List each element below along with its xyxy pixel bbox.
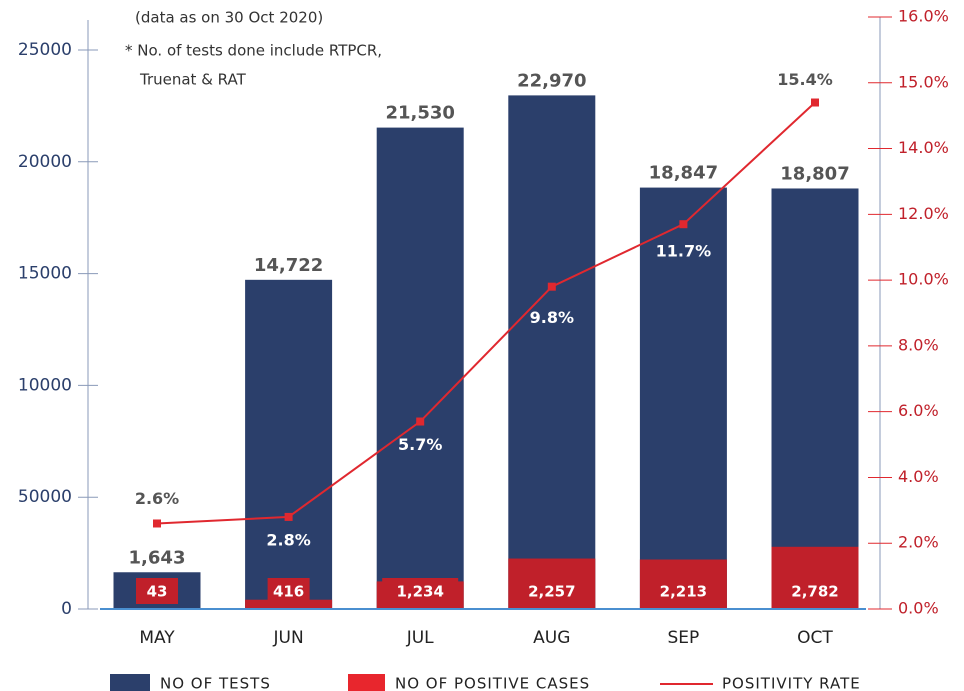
bar-value-label: 2,257 [528,583,575,601]
bar [376,127,464,609]
y-tick-label: 0 [61,599,72,619]
line-point [811,98,819,107]
label-box [513,578,590,604]
line-point [679,220,688,229]
annotation: Truenat & RAT [139,71,247,89]
line-value-label: 11.7% [656,242,712,261]
bar [245,599,333,609]
bar-value-label: 2,782 [791,583,838,601]
y2-tick-label: 14.0% [898,138,949,157]
annotation: * No. of tests done include RTPCR, [125,42,382,60]
bar-value-label: 2,213 [660,583,707,601]
label-box [382,578,459,604]
label-box [645,578,722,604]
annotation: (data as on 30 Oct 2020) [135,9,323,27]
bar-value-label: 1,643 [129,547,186,568]
x-tick-label: JUN [273,628,304,648]
bar-value-label: 21,530 [385,103,454,124]
legend-swatch [110,674,150,691]
bar-value-label: 43 [147,583,168,601]
line-point [547,282,556,291]
x-tick-label: MAY [139,628,175,648]
bar [771,188,859,610]
y2-tick-label: 0.0% [898,599,939,618]
bar [245,279,333,609]
y-tick-label: 10000 [18,375,72,395]
x-tick-label: OCT [797,628,833,648]
line-point [416,417,425,426]
legend-label: POSITIVITY RATE [722,675,861,691]
line-point [153,519,161,528]
bar-value-label: 14,722 [254,255,323,276]
y2-tick-label: 4.0% [898,467,939,486]
legend-swatch [348,674,385,691]
line-value-label: 9.8% [530,308,574,327]
y-tick-label: 20000 [18,152,72,172]
line-value-label: 2.6% [135,489,179,508]
y2-tick-label: 10.0% [898,270,949,289]
bar [508,95,596,609]
label-box [777,578,853,604]
y-tick-label: 25000 [18,40,72,60]
y-tick-label: 15000 [18,264,72,284]
line-value-label: 5.7% [398,435,442,454]
line-point [284,512,293,521]
label-box [136,578,178,604]
y2-tick-label: 16.0% [898,7,949,26]
legend-label: NO OF TESTS [160,675,271,691]
y2-tick-label: 15.0% [898,72,949,91]
bar [639,187,727,609]
x-tick-label: SEP [668,628,700,648]
line-value-label: 15.4% [777,70,833,89]
y2-tick-label: 8.0% [898,335,939,354]
y2-tick-label: 2.0% [898,533,939,552]
y-tick-label: 50000 [18,487,72,507]
bar-value-label: 22,970 [517,70,586,91]
bar-value-label: 416 [273,583,304,601]
line-value-label: 2.8% [266,530,310,549]
bar-value-label: 18,807 [780,163,849,184]
x-tick-label: JUL [406,628,434,648]
legend-label: NO OF POSITIVE CASES [395,675,590,691]
bar-value-label: 18,847 [649,163,718,184]
label-box [267,578,310,604]
x-tick-label: AUG [533,628,570,648]
y2-tick-label: 12.0% [898,204,949,223]
line [156,101,816,525]
bar-value-label: 1,234 [396,583,443,601]
y2-tick-label: 6.0% [898,401,939,420]
